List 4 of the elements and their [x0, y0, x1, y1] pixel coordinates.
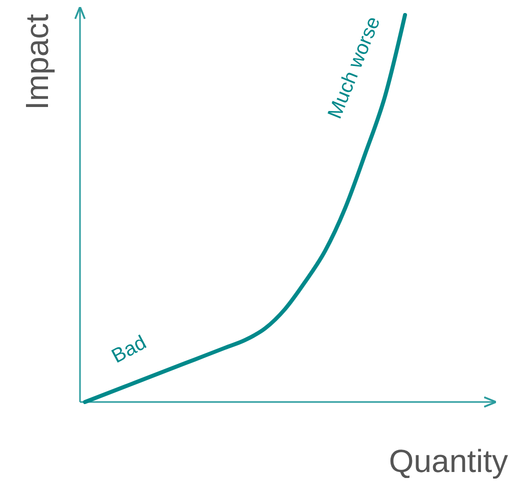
annotation: Bad [108, 332, 150, 368]
annotation: Much worse [324, 14, 385, 122]
y-axis-title: Impact [19, 14, 55, 110]
x-axis-title: Quantity [388, 443, 508, 479]
